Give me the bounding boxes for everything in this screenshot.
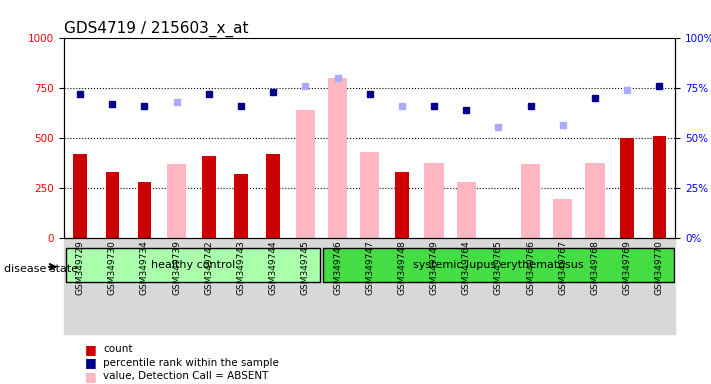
Text: GSM349767: GSM349767: [558, 240, 567, 295]
Bar: [521, 164, 540, 238]
FancyBboxPatch shape: [65, 248, 320, 282]
FancyBboxPatch shape: [323, 248, 674, 282]
Text: GSM349730: GSM349730: [108, 240, 117, 295]
Text: GSM349748: GSM349748: [397, 240, 407, 295]
Bar: [653, 136, 666, 238]
Bar: [328, 78, 347, 238]
Bar: [105, 172, 119, 238]
Text: GSM349749: GSM349749: [429, 240, 439, 295]
Text: ■: ■: [85, 383, 97, 384]
Bar: [553, 199, 572, 238]
Text: percentile rank within the sample: percentile rank within the sample: [103, 358, 279, 368]
Bar: [456, 182, 476, 238]
Text: GSM349747: GSM349747: [365, 240, 374, 295]
Bar: [395, 172, 409, 238]
Text: GSM349739: GSM349739: [172, 240, 181, 295]
Text: GSM349742: GSM349742: [204, 240, 213, 295]
Text: ■: ■: [85, 356, 97, 369]
Text: GSM349770: GSM349770: [655, 240, 664, 295]
Text: ■: ■: [85, 370, 97, 383]
Bar: [167, 164, 186, 238]
Text: GSM349729: GSM349729: [75, 240, 85, 295]
Text: GSM349734: GSM349734: [140, 240, 149, 295]
Bar: [267, 154, 280, 238]
Bar: [234, 174, 247, 238]
Text: healthy control: healthy control: [151, 260, 235, 270]
Text: ■: ■: [85, 343, 97, 356]
Bar: [202, 156, 215, 238]
Text: GSM349764: GSM349764: [461, 240, 471, 295]
Text: GSM349765: GSM349765: [494, 240, 503, 295]
Bar: [360, 152, 380, 238]
Bar: [621, 138, 634, 238]
Bar: [296, 110, 315, 238]
Text: GSM349745: GSM349745: [301, 240, 310, 295]
Bar: [73, 154, 87, 238]
Text: systemic lupus erythematosus: systemic lupus erythematosus: [413, 260, 584, 270]
Text: value, Detection Call = ABSENT: value, Detection Call = ABSENT: [103, 371, 269, 381]
Text: count: count: [103, 344, 132, 354]
Text: GSM349769: GSM349769: [623, 240, 631, 295]
Bar: [424, 163, 444, 238]
Text: GSM349766: GSM349766: [526, 240, 535, 295]
Text: GSM349743: GSM349743: [237, 240, 245, 295]
Text: GSM349768: GSM349768: [591, 240, 599, 295]
Text: GSM349746: GSM349746: [333, 240, 342, 295]
Text: GDS4719 / 215603_x_at: GDS4719 / 215603_x_at: [64, 21, 248, 37]
Bar: [138, 182, 151, 238]
Text: GSM349744: GSM349744: [269, 240, 278, 295]
Text: disease state: disease state: [4, 264, 77, 274]
Bar: [585, 163, 604, 238]
